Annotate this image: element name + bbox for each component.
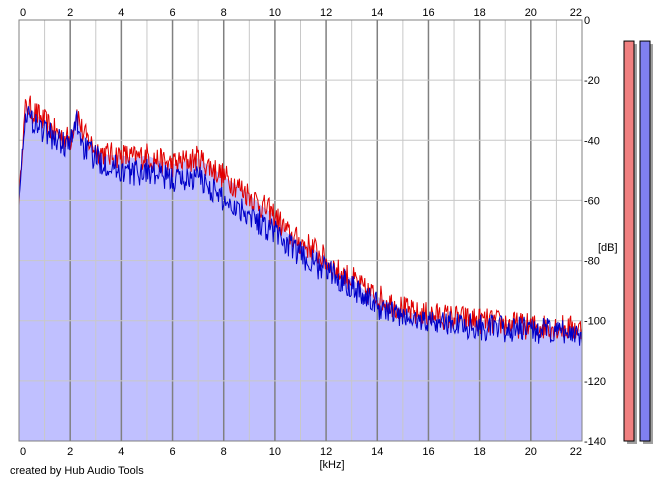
credit-text: created by Hub Audio Tools bbox=[10, 465, 144, 477]
x-tick-label-bottom: 0 bbox=[20, 446, 26, 458]
x-tick-label-bottom: 4 bbox=[118, 446, 124, 458]
x-tick-label-bottom: 16 bbox=[422, 446, 434, 458]
y-tick-label: -140 bbox=[584, 436, 606, 448]
level-meters bbox=[623, 40, 653, 445]
y-tick-label: 0 bbox=[584, 15, 590, 27]
series-line-right-channel bbox=[18, 106, 583, 346]
x-tick-label-top: 12 bbox=[320, 7, 332, 19]
x-tick-label-bottom: 10 bbox=[269, 446, 281, 458]
x-tick-label-top: 6 bbox=[169, 7, 175, 19]
x-tick-label-bottom: 8 bbox=[221, 446, 227, 458]
x-tick-label-bottom: 20 bbox=[525, 446, 537, 458]
x-tick-label-top: 16 bbox=[422, 7, 434, 19]
x-tick-label-top: 20 bbox=[525, 7, 537, 19]
level-meter-left bbox=[623, 40, 635, 442]
y-tick-labels: 0 -20 -40 -60 -80 -100 -120 -140 bbox=[584, 15, 606, 448]
x-tick-label-top: 14 bbox=[371, 7, 383, 19]
x-tick-label-top: 8 bbox=[221, 7, 227, 19]
x-tick-label-bottom: 6 bbox=[169, 446, 175, 458]
y-tick-label: -40 bbox=[584, 135, 600, 147]
y-tick-label: -100 bbox=[584, 316, 606, 328]
y-tick-label: -20 bbox=[584, 75, 600, 87]
x-tick-label-top: 18 bbox=[474, 7, 486, 19]
x-tick-label-bottom: 12 bbox=[320, 446, 332, 458]
x-tick-label-top: 10 bbox=[269, 7, 281, 19]
x-tick-label-bottom: 22 bbox=[570, 446, 582, 458]
series-layer bbox=[18, 95, 583, 346]
x-tick-label-bottom: 2 bbox=[67, 446, 73, 458]
plot-frame bbox=[18, 19, 583, 442]
x-tick-label-top: 22 bbox=[570, 7, 582, 19]
y-tick-label: -120 bbox=[584, 376, 606, 388]
x-tick-label-top: 0 bbox=[20, 7, 26, 19]
x-tick-label-bottom: 18 bbox=[474, 446, 486, 458]
y-tick-label: -60 bbox=[584, 195, 600, 207]
level-meter-right bbox=[639, 40, 651, 442]
y-tick-label: -80 bbox=[584, 256, 600, 268]
x-tick-label-bottom: 14 bbox=[371, 446, 383, 458]
x-tick-label-top: 2 bbox=[67, 7, 73, 19]
x-axis-label: [kHz] bbox=[319, 459, 344, 471]
x-tick-label-top: 4 bbox=[118, 7, 124, 19]
y-axis-label: [dB] bbox=[598, 242, 618, 254]
